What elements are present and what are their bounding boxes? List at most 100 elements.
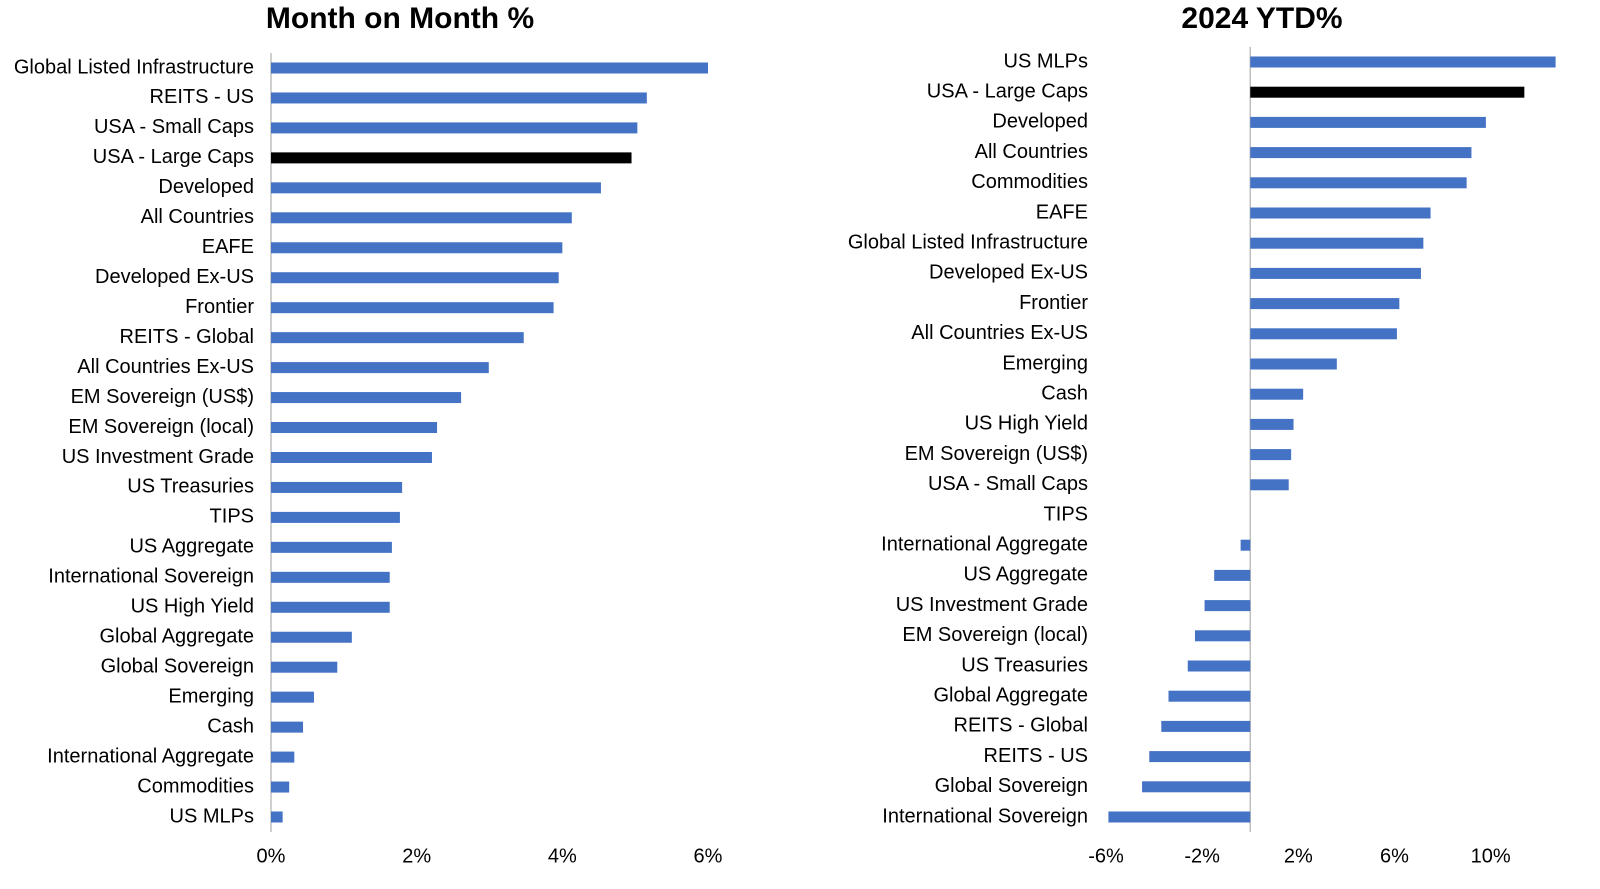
bar	[271, 601, 390, 613]
y-tick-label: Developed Ex-US	[95, 266, 254, 288]
y-tick-label: International Sovereign	[48, 566, 254, 588]
bar	[271, 481, 403, 493]
bar	[271, 571, 390, 583]
bar	[1250, 328, 1397, 340]
bar	[1250, 358, 1337, 370]
bar	[271, 332, 524, 344]
bar	[1250, 86, 1525, 98]
bar	[1187, 660, 1251, 672]
y-tick-label: Global Sovereign	[101, 655, 254, 677]
y-tick-label: REITS - Global	[954, 715, 1088, 737]
chart-title: 2024 YTD%	[1181, 2, 1342, 35]
y-tick-label: Frontier	[185, 296, 254, 318]
bar	[271, 272, 559, 284]
y-tick-label: TIPS	[1044, 503, 1088, 525]
y-tick-label: US Treasuries	[961, 654, 1088, 676]
bar	[1250, 479, 1289, 491]
y-tick-label: US High Yield	[131, 596, 254, 618]
y-tick-label: REITS - US	[150, 86, 254, 108]
x-tick-label: 2%	[402, 845, 431, 867]
bar	[1149, 751, 1251, 763]
bar	[271, 362, 489, 374]
bar	[1161, 720, 1251, 732]
bar	[271, 62, 708, 74]
y-tick-label: TIPS	[210, 506, 254, 528]
y-tick-label: Global Aggregate	[933, 684, 1088, 706]
bar	[271, 511, 400, 523]
y-tick-label: Emerging	[1002, 352, 1088, 374]
bar	[271, 122, 638, 134]
y-tick-label: All Countries Ex-US	[911, 322, 1088, 344]
bar	[271, 92, 647, 104]
y-tick-label: Cash	[207, 715, 254, 737]
x-tick-label: 6%	[694, 845, 723, 867]
bar	[1240, 539, 1251, 551]
bar	[1108, 811, 1251, 823]
y-tick-label: REITS - US	[984, 745, 1088, 767]
bar	[1250, 267, 1421, 279]
y-tick-label: Global Listed Infrastructure	[848, 231, 1088, 253]
bar	[271, 661, 338, 673]
y-tick-label: Commodities	[137, 775, 254, 797]
y-tick-label: EM Sovereign (US$)	[905, 443, 1088, 465]
y-tick-label: USA - Large Caps	[93, 146, 254, 168]
y-tick-label: US Treasuries	[127, 476, 254, 498]
bar	[271, 451, 432, 463]
x-tick-label: 0%	[257, 845, 286, 867]
bar	[271, 392, 462, 404]
y-tick-label: All Countries	[975, 141, 1088, 163]
y-tick-label: USA - Small Caps	[928, 473, 1088, 495]
bar	[271, 152, 632, 164]
bar	[1250, 207, 1431, 219]
y-tick-label: EM Sovereign (US$)	[71, 386, 254, 408]
bar	[1142, 781, 1251, 793]
bar	[1204, 600, 1251, 612]
y-tick-label: International Aggregate	[881, 533, 1088, 555]
bar	[1250, 147, 1472, 159]
bar	[271, 781, 290, 793]
y-tick-label: Global Sovereign	[935, 775, 1088, 797]
y-tick-label: US MLPs	[1004, 50, 1088, 72]
bar	[271, 691, 314, 703]
bar	[1250, 177, 1467, 189]
bar	[1250, 298, 1400, 310]
bar	[1250, 237, 1424, 249]
y-tick-label: REITS - Global	[120, 326, 254, 348]
bar	[271, 541, 392, 553]
x-tick-label: 2%	[1284, 845, 1313, 867]
bar	[271, 182, 601, 194]
y-tick-label: EM Sovereign (local)	[902, 624, 1088, 646]
y-tick-label: Developed Ex-US	[929, 262, 1088, 284]
y-tick-label: EAFE	[1036, 201, 1088, 223]
bar	[271, 302, 554, 314]
bar	[1250, 388, 1304, 400]
x-tick-label: 4%	[548, 845, 577, 867]
y-tick-label: US High Yield	[965, 413, 1088, 435]
y-tick-label: EM Sovereign (local)	[68, 416, 254, 438]
x-tick-label: -6%	[1088, 845, 1124, 867]
y-tick-label: USA - Small Caps	[94, 116, 254, 138]
bar	[1250, 116, 1486, 128]
y-tick-label: Developed	[158, 176, 254, 198]
bar	[271, 721, 304, 733]
bar	[1250, 449, 1292, 461]
x-tick-label: -2%	[1184, 845, 1220, 867]
y-tick-label: Frontier	[1019, 292, 1088, 314]
y-tick-label: US Aggregate	[129, 536, 254, 558]
bar	[271, 212, 572, 224]
bar	[1194, 630, 1251, 642]
x-tick-label: 10%	[1471, 845, 1511, 867]
y-tick-label: US Investment Grade	[62, 446, 254, 468]
y-tick-label: EAFE	[202, 236, 254, 258]
bar	[1250, 56, 1556, 68]
y-tick-label: Cash	[1041, 382, 1088, 404]
bar	[1250, 418, 1294, 430]
x-tick-label: 6%	[1380, 845, 1409, 867]
bar	[271, 631, 352, 643]
y-tick-label: International Aggregate	[47, 745, 254, 767]
bar	[1168, 690, 1251, 702]
y-tick-label: International Sovereign	[882, 805, 1088, 827]
y-tick-label: US Aggregate	[963, 564, 1088, 586]
y-tick-label: Global Aggregate	[99, 626, 254, 648]
